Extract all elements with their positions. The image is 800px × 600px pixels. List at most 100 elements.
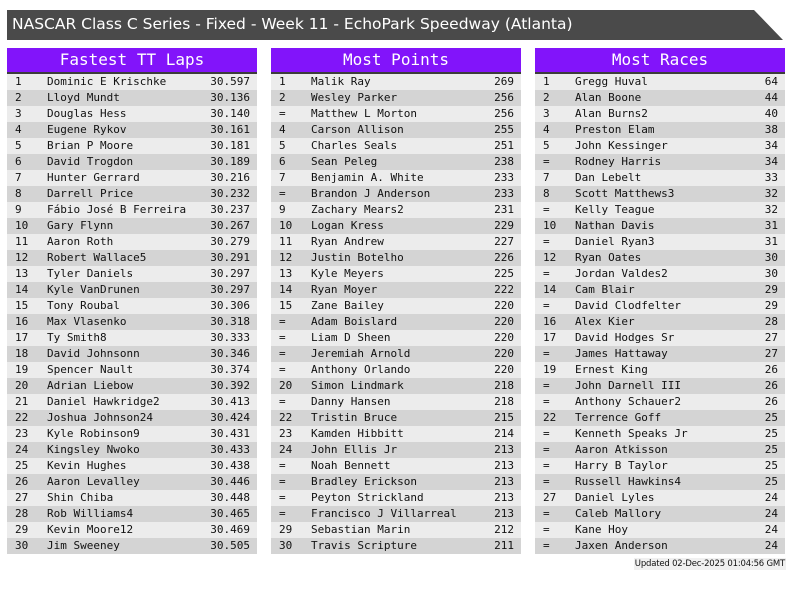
panel-title: Most Races <box>535 48 785 74</box>
driver-name-cell: Ryan Andrew <box>311 235 384 248</box>
table-row: 23 Kamden Hibbitt 214 <box>271 426 521 442</box>
table-row: = Russell Hawkins4 25 <box>535 474 785 490</box>
driver-name-cell: Jeremiah Arnold <box>311 347 411 360</box>
driver-name-cell: John Darnell III <box>575 379 681 392</box>
driver-name-cell: Ryan Moyer <box>311 283 378 296</box>
table-row: = Bradley Erickson 213 <box>271 474 521 490</box>
table-row: 7 Benjamin A. White 233 <box>271 170 521 186</box>
driver-name-cell: Ernest King <box>575 363 648 376</box>
table-row: = Noah Bennett 213 <box>271 458 521 474</box>
rank-cell: 7 <box>15 171 22 184</box>
table-row: 24 John Ellis Jr 213 <box>271 442 521 458</box>
table-row: 21 Daniel Hawkridge2 30.413 <box>7 394 257 410</box>
rank-cell: 24 <box>15 443 29 456</box>
value-cell: 28 <box>764 315 778 328</box>
driver-name-cell: Robert Wallace5 <box>47 251 147 264</box>
value-cell: 32 <box>764 203 778 216</box>
rank-cell: 16 <box>543 315 557 328</box>
rank-cell: = <box>543 379 550 392</box>
driver-name-cell: Alan Burns2 <box>575 107 648 120</box>
table-row: 7 Hunter Gerrard 30.216 <box>7 170 257 186</box>
table-row: = Kelly Teague 32 <box>535 202 785 218</box>
driver-name-cell: Douglas Hess <box>47 107 127 120</box>
driver-name-cell: Kyle Robinson9 <box>47 427 140 440</box>
table-row: = Jaxen Anderson 24 <box>535 538 785 554</box>
rank-cell: 24 <box>279 443 293 456</box>
rank-cell: = <box>543 443 550 456</box>
driver-name-cell: Darrell Price <box>47 187 134 200</box>
driver-name-cell: Peyton Strickland <box>311 491 424 504</box>
rank-cell: 5 <box>543 139 550 152</box>
table-row: 24 Kingsley Nwoko 30.433 <box>7 442 257 458</box>
rank-cell: = <box>279 395 286 408</box>
value-cell: 26 <box>764 395 778 408</box>
rank-cell: 17 <box>15 331 29 344</box>
rank-cell: 8 <box>15 187 22 200</box>
driver-name-cell: Gary Flynn <box>47 219 114 232</box>
value-cell: 30.438 <box>210 459 250 472</box>
table-row: 19 Ernest King 26 <box>535 362 785 378</box>
value-cell: 218 <box>494 379 514 392</box>
value-cell: 30.469 <box>210 523 250 536</box>
value-cell: 30.140 <box>210 107 250 120</box>
value-cell: 29 <box>764 299 778 312</box>
driver-name-cell: Aaron Atkisson <box>575 443 668 456</box>
value-cell: 29 <box>764 283 778 296</box>
driver-name-cell: Kelly Teague <box>575 203 655 216</box>
rank-cell: 26 <box>15 475 29 488</box>
value-cell: 24 <box>764 507 778 520</box>
value-cell: 30.232 <box>210 187 250 200</box>
value-cell: 30.189 <box>210 155 250 168</box>
leaderboard-table: 1 Gregg Huval 64 2 Alan Boone 44 3 Alan Burns2 4… <box>535 74 785 554</box>
table-row: 14 Kyle VanDrunen 30.297 <box>7 282 257 298</box>
value-cell: 220 <box>494 315 514 328</box>
rank-cell: 15 <box>15 299 29 312</box>
table-row: 19 Spencer Nault 30.374 <box>7 362 257 378</box>
table-row: = Anthony Orlando 220 <box>271 362 521 378</box>
rank-cell: = <box>279 331 286 344</box>
table-row: 8 Darrell Price 30.232 <box>7 186 257 202</box>
driver-name-cell: Terrence Goff <box>575 411 662 424</box>
value-cell: 25 <box>764 427 778 440</box>
table-row: 28 Rob Williams4 30.465 <box>7 506 257 522</box>
rank-cell: = <box>543 347 550 360</box>
driver-name-cell: David Trogdon <box>47 155 134 168</box>
value-cell: 25 <box>764 475 778 488</box>
driver-name-cell: Alex Kier <box>575 315 635 328</box>
table-row: 12 Ryan Oates 30 <box>535 250 785 266</box>
driver-name-cell: Russell Hawkins4 <box>575 475 681 488</box>
driver-name-cell: John Ellis Jr <box>311 443 398 456</box>
value-cell: 30.297 <box>210 283 250 296</box>
driver-name-cell: Kamden Hibbitt <box>311 427 404 440</box>
table-row: 6 David Trogdon 30.189 <box>7 154 257 170</box>
rank-cell: 25 <box>15 459 29 472</box>
value-cell: 30.333 <box>210 331 250 344</box>
value-cell: 30.136 <box>210 91 250 104</box>
table-row: 2 Wesley Parker 256 <box>271 90 521 106</box>
value-cell: 256 <box>494 107 514 120</box>
table-row: 27 Shin Chiba 30.448 <box>7 490 257 506</box>
rank-cell: 20 <box>279 379 293 392</box>
rank-cell: 23 <box>15 427 29 440</box>
driver-name-cell: Francisco J Villarreal <box>311 507 457 520</box>
table-row: 11 Ryan Andrew 227 <box>271 234 521 250</box>
rank-cell: = <box>543 507 550 520</box>
table-row: 9 Zachary Mears2 231 <box>271 202 521 218</box>
table-row: 14 Ryan Moyer 222 <box>271 282 521 298</box>
rank-cell: 9 <box>15 203 22 216</box>
driver-name-cell: Sean Peleg <box>311 155 378 168</box>
driver-name-cell: Tyler Daniels <box>47 267 134 280</box>
table-row: = Daniel Ryan3 31 <box>535 234 785 250</box>
driver-name-cell: John Kessinger <box>575 139 668 152</box>
driver-name-cell: Zane Bailey <box>311 299 384 312</box>
rank-cell: 2 <box>543 91 550 104</box>
driver-name-cell: Nathan Davis <box>575 219 655 232</box>
driver-name-cell: Anthony Schauer2 <box>575 395 681 408</box>
driver-name-cell: Max Vlasenko <box>47 315 127 328</box>
value-cell: 238 <box>494 155 514 168</box>
table-row: 4 Eugene Rykov 30.161 <box>7 122 257 138</box>
rank-cell: 22 <box>543 411 557 424</box>
table-row: = Aaron Atkisson 25 <box>535 442 785 458</box>
value-cell: 30.597 <box>210 75 250 88</box>
value-cell: 213 <box>494 459 514 472</box>
